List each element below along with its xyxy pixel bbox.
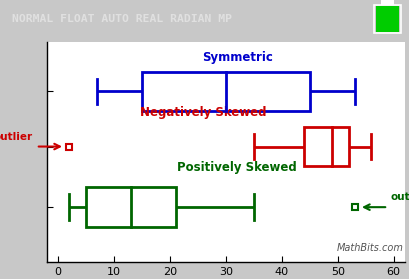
Text: Positively Skewed: Positively Skewed <box>177 161 297 174</box>
Bar <box>86 187 175 227</box>
Text: outlier: outlier <box>391 192 409 202</box>
Text: NORMAL FLOAT AUTO REAL RADIAN MP: NORMAL FLOAT AUTO REAL RADIAN MP <box>12 14 232 24</box>
Text: Symmetric: Symmetric <box>202 51 272 64</box>
Bar <box>381 0 394 4</box>
Text: outlier: outlier <box>0 132 33 142</box>
Bar <box>376 6 399 32</box>
Bar <box>374 4 401 33</box>
Text: MathBits.com: MathBits.com <box>336 244 403 253</box>
Bar <box>142 72 310 111</box>
Text: Negatively Skewed: Negatively Skewed <box>140 106 267 119</box>
Bar <box>304 127 349 166</box>
